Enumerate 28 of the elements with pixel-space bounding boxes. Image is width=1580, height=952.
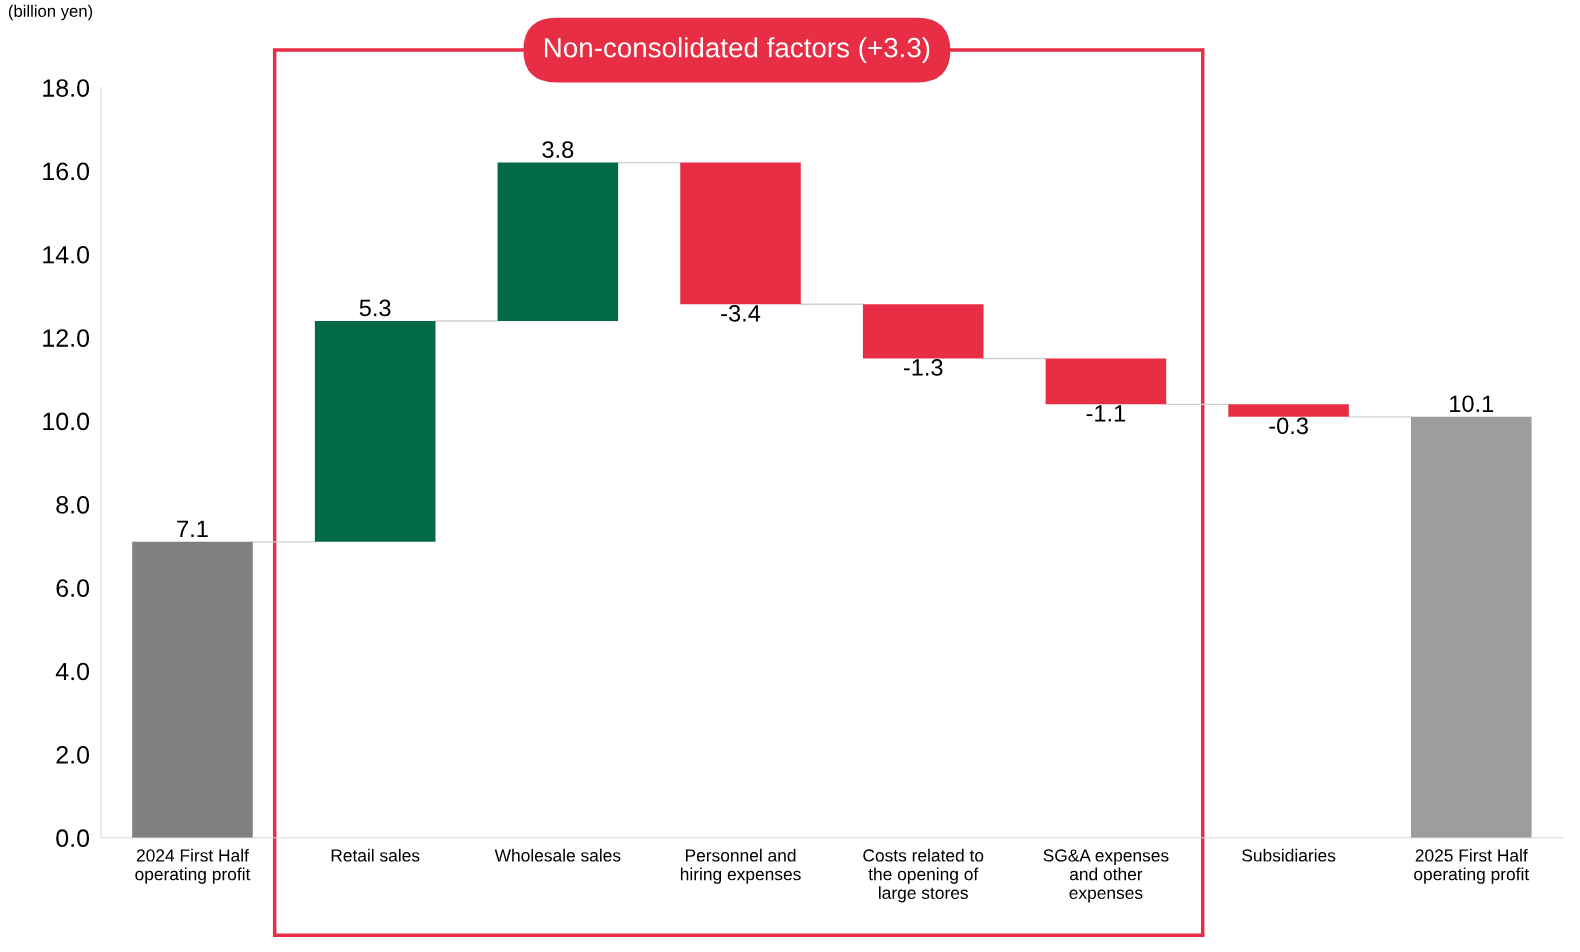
y-tick-label: 16.0 [43, 162, 90, 181]
x-tick-label: Personnel and hiring expenses [680, 848, 801, 884]
data-label: -3.4 [721, 304, 761, 322]
data-label: 7.1 [177, 520, 208, 537]
y-tick-label: 10.0 [43, 412, 90, 431]
data-label: -0.3 [1269, 417, 1308, 435]
y-tick-label: 6.0 [56, 579, 90, 598]
y-tick-label: 0.0 [56, 829, 90, 848]
x-tick-label: 2024 First Half operating profit [135, 848, 251, 884]
y-tick-label: 14.0 [43, 245, 90, 264]
text: Non-consolidated factors (+3.3) [545, 37, 930, 64]
x-tick-label: SG&A expenses and other expenses [1043, 849, 1169, 903]
data-label: -1.1 [1086, 405, 1126, 422]
y-axis-title: (billion yen) [8, 4, 93, 21]
y-tick-label: 18.0 [43, 79, 90, 97]
data-label: 5.3 [359, 299, 391, 317]
data-label: 10.1 [1450, 395, 1494, 413]
x-tick-label: 2025 First Half operating profit [1414, 848, 1530, 884]
data-label: 3.8 [542, 141, 574, 158]
y-tick-label: 4.0 [55, 662, 90, 681]
y-tick-label: 2.0 [56, 746, 90, 764]
y-tick-label: 12.0 [43, 329, 90, 347]
x-tick-label: Retail sales [331, 848, 420, 862]
x-tick-label: Wholesale sales [494, 848, 621, 862]
data-label: -1.3 [903, 359, 943, 376]
x-tick-label: Costs related to the opening of large stores [863, 848, 984, 903]
x-tick-label: Subsidiaries [1242, 848, 1336, 862]
y-tick-label: 8.0 [56, 495, 90, 514]
